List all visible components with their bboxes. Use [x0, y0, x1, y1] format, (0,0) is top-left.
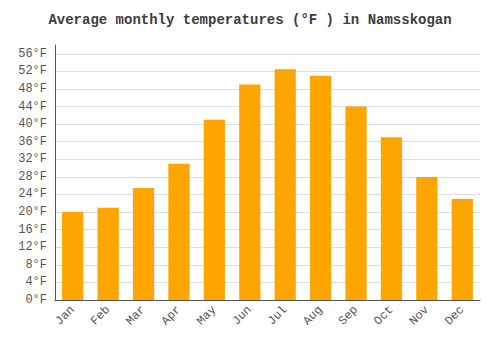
svg-text:Jul: Jul	[265, 303, 290, 328]
svg-text:Aug: Aug	[300, 303, 325, 328]
svg-text:May: May	[194, 303, 219, 328]
svg-text:32°F: 32°F	[18, 152, 47, 166]
svg-text:36°F: 36°F	[18, 135, 47, 149]
svg-text:48°F: 48°F	[18, 82, 47, 96]
svg-text:Jun: Jun	[230, 303, 255, 328]
svg-text:24°F: 24°F	[18, 187, 47, 201]
svg-text:16°F: 16°F	[18, 223, 47, 237]
svg-text:Apr: Apr	[159, 303, 184, 328]
svg-text:Jan: Jan	[53, 303, 78, 328]
svg-text:52°F: 52°F	[18, 64, 47, 78]
svg-text:Average monthly temperatures (: Average monthly temperatures (°F ) in Na…	[48, 12, 451, 28]
svg-text:Mar: Mar	[123, 303, 148, 328]
svg-text:4°F: 4°F	[25, 275, 47, 289]
svg-text:8°F: 8°F	[25, 258, 47, 272]
svg-text:44°F: 44°F	[18, 100, 47, 114]
svg-text:Feb: Feb	[88, 303, 113, 328]
svg-text:Nov: Nov	[407, 303, 432, 328]
svg-text:20°F: 20°F	[18, 205, 47, 219]
svg-text:0°F: 0°F	[25, 293, 47, 307]
svg-text:56°F: 56°F	[18, 47, 47, 61]
svg-text:Oct: Oct	[371, 303, 396, 328]
svg-text:12°F: 12°F	[18, 240, 47, 254]
svg-text:40°F: 40°F	[18, 117, 47, 131]
svg-text:28°F: 28°F	[18, 170, 47, 184]
svg-text:Sep: Sep	[336, 303, 361, 328]
svg-text:Dec: Dec	[442, 303, 467, 328]
